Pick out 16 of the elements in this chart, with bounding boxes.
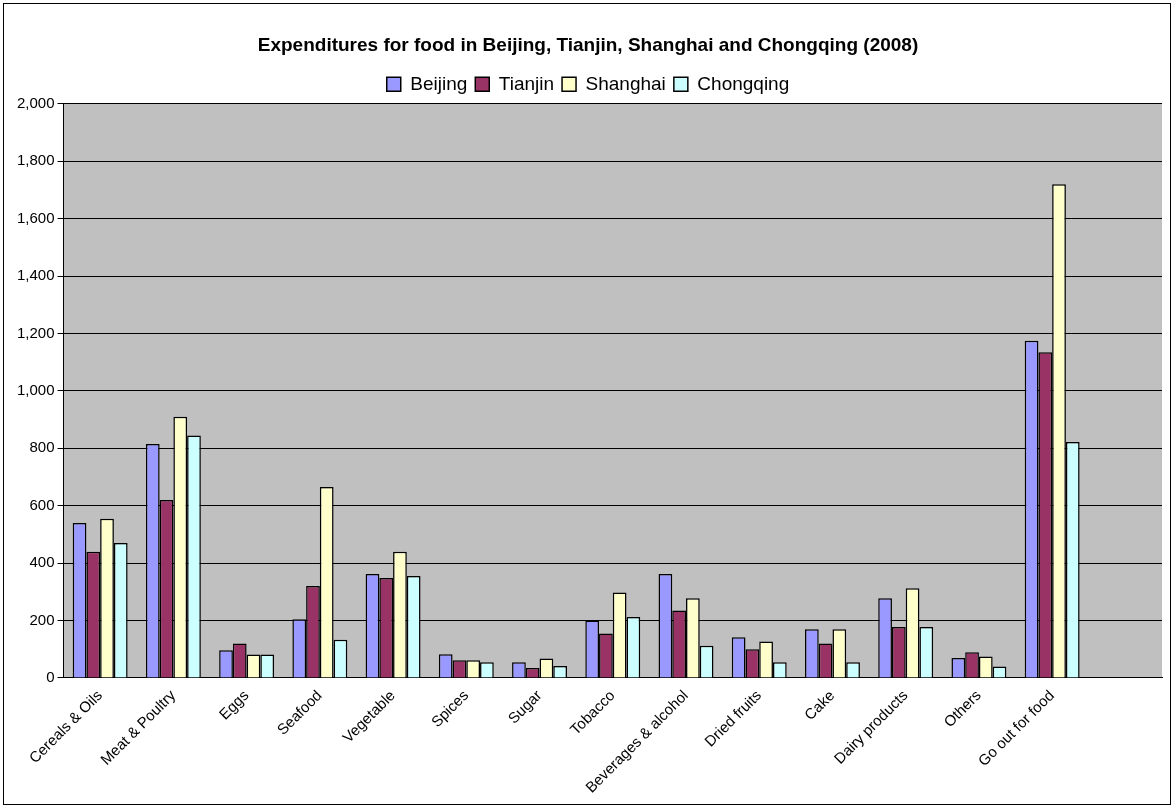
- y-tick-label: 1,600: [16, 208, 55, 226]
- y-tick-label: 0: [46, 668, 55, 686]
- y-tick-label: 1,800: [16, 151, 55, 169]
- legend-label: Chongqing: [697, 72, 790, 94]
- y-tick-label: 1,200: [16, 323, 55, 341]
- y-tick-label: 2,000: [16, 93, 55, 111]
- legend-label: Shanghai: [585, 72, 666, 94]
- y-tick-label: 1,400: [16, 266, 55, 284]
- y-tick-label: 400: [29, 553, 55, 571]
- y-tick-label: 600: [29, 495, 55, 513]
- legend-label: Tianjin: [498, 72, 555, 94]
- y-tick-label: 1,000: [16, 381, 55, 399]
- y-tick-label: 800: [29, 438, 55, 456]
- chart-title: Expenditures for food in Beijing, Tianjin, Shanghai and Chongqing (2008): [257, 33, 919, 55]
- y-tick-label: 200: [29, 610, 55, 628]
- legend-label: Beijing: [410, 72, 468, 94]
